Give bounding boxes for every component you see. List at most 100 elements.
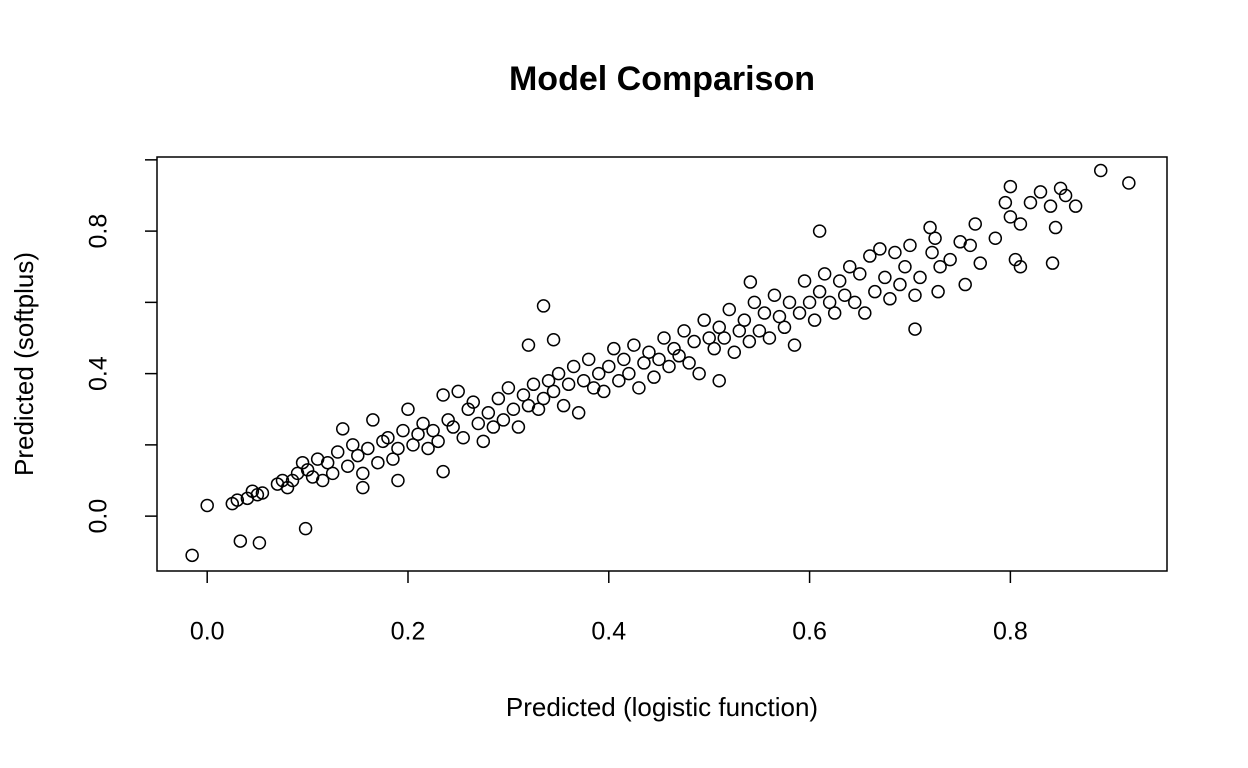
point [883,292,897,306]
point [863,249,877,263]
point [446,420,460,434]
point [341,459,355,474]
point [426,423,440,438]
point [687,334,701,349]
point [752,324,767,338]
point [486,420,501,434]
point [602,359,616,374]
point [298,521,313,536]
point [923,220,937,235]
point [346,438,360,452]
y-tick-label: 0.8 [85,214,113,249]
point [401,402,415,416]
point [667,341,681,356]
point [873,242,887,256]
point [546,333,561,347]
point [536,299,551,313]
point [597,384,611,399]
point [963,238,977,253]
point [335,422,350,436]
point [893,277,907,292]
point [406,438,420,452]
point [361,441,375,456]
plot-frame [156,156,1168,572]
point [451,384,465,399]
point [481,406,496,420]
point [807,313,822,327]
point [853,267,867,281]
point [330,445,345,459]
point [551,366,566,381]
point [381,431,395,445]
point [351,448,365,463]
point [1013,217,1028,231]
point [617,352,631,367]
point [396,423,410,438]
point [792,306,807,320]
point [627,338,641,352]
chart-title: Model Comparison [509,60,815,98]
point [576,373,591,388]
point [943,252,957,267]
point [536,391,551,406]
point [737,313,752,327]
point [436,464,450,479]
point [908,322,922,336]
point [356,480,370,495]
point [747,295,762,310]
point [908,288,922,302]
point [677,324,691,338]
point [275,473,290,488]
point [652,352,666,367]
point [356,466,370,481]
point [295,455,310,470]
point [471,416,486,431]
point [777,320,792,335]
point [928,231,942,245]
point [581,352,596,367]
point [1122,176,1136,190]
y-axis-label: Predicted (softplus) [9,252,39,476]
point [285,473,300,488]
point [767,288,782,302]
point [556,398,571,413]
point [411,427,425,441]
point [461,402,475,416]
point [516,388,531,402]
point [612,373,626,388]
point [712,320,726,335]
point [802,295,817,310]
point [1008,252,1023,267]
point [682,356,696,370]
point [1033,185,1048,199]
x-tick-label: 0.0 [190,618,225,646]
point [842,259,857,274]
point [837,288,852,302]
point [541,373,556,388]
point [868,284,882,299]
point [672,349,686,363]
point [822,295,837,310]
point [637,356,651,370]
point [1068,199,1083,213]
point [421,441,435,456]
point [1058,188,1073,203]
point [743,275,758,289]
point [511,420,526,434]
point [933,259,947,274]
point [998,195,1013,210]
point [1023,195,1038,210]
point [386,452,400,466]
point [1003,210,1018,224]
point [607,341,621,356]
point [1003,179,1018,194]
point [366,413,380,427]
point [280,480,295,495]
point [732,324,747,338]
point [456,431,470,445]
point [371,455,385,470]
point [973,256,988,270]
point [315,473,330,488]
point [255,486,270,500]
point [848,295,862,310]
